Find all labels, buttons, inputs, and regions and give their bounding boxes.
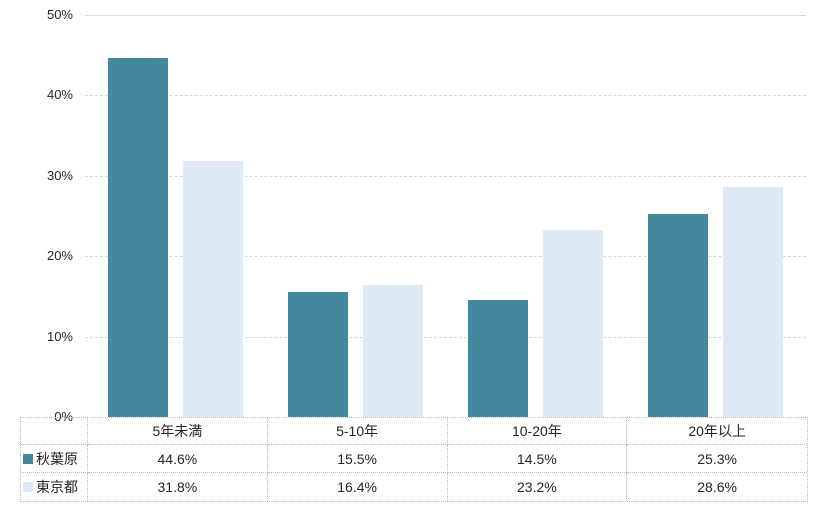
- y-tick-label: 30%: [46, 167, 73, 183]
- gridline: [85, 336, 806, 338]
- bar: [183, 161, 243, 417]
- legend-swatch: [23, 453, 33, 464]
- value-cell: 15.5%: [267, 445, 448, 473]
- y-tick-label: 40%: [46, 87, 73, 103]
- data-table: 5年未満 5-10年 10-20年 20年以上秋葉原 44.6% 15.5% 14.5% 25…: [20, 417, 808, 502]
- legend-swatch: [23, 482, 33, 492]
- bar: [363, 285, 423, 417]
- legend-cell: 秋葉原: [21, 445, 88, 473]
- value-cell: 23.2%: [448, 473, 628, 501]
- category-label: 20年以上: [627, 418, 807, 445]
- category-label: 10-20年: [447, 418, 628, 445]
- gridline: [85, 15, 806, 16]
- value-cell: 28.6%: [697, 479, 737, 495]
- plot-area: [85, 15, 806, 417]
- bar: [723, 187, 783, 417]
- value-cell: 25.3%: [627, 445, 807, 473]
- bar: [288, 292, 348, 417]
- value-cell: 16.4%: [268, 473, 448, 501]
- value-cell: 44.6%: [88, 445, 268, 473]
- category-label: 5年未満: [88, 418, 268, 445]
- series-label: 東京都: [36, 479, 78, 495]
- bar: [108, 58, 168, 417]
- y-tick-label: 20%: [46, 248, 73, 264]
- y-tick-label: 50%: [46, 7, 73, 22]
- gridline: [85, 175, 806, 177]
- value-cell: 31.8%: [88, 473, 268, 501]
- value-cell: 14.5%: [447, 445, 628, 473]
- table-corner-cell: [21, 418, 88, 445]
- bar: [468, 300, 528, 417]
- series-label: 秋葉原: [36, 450, 78, 467]
- gridline: [85, 256, 806, 258]
- legend-cell: 東京都: [21, 473, 88, 501]
- bar: [543, 230, 603, 417]
- gridline: [85, 95, 806, 97]
- y-tick-label: 0%: [54, 409, 73, 424]
- category-label: 5-10年: [267, 418, 448, 445]
- bar: [648, 214, 708, 417]
- y-tick-label: 10%: [46, 328, 73, 344]
